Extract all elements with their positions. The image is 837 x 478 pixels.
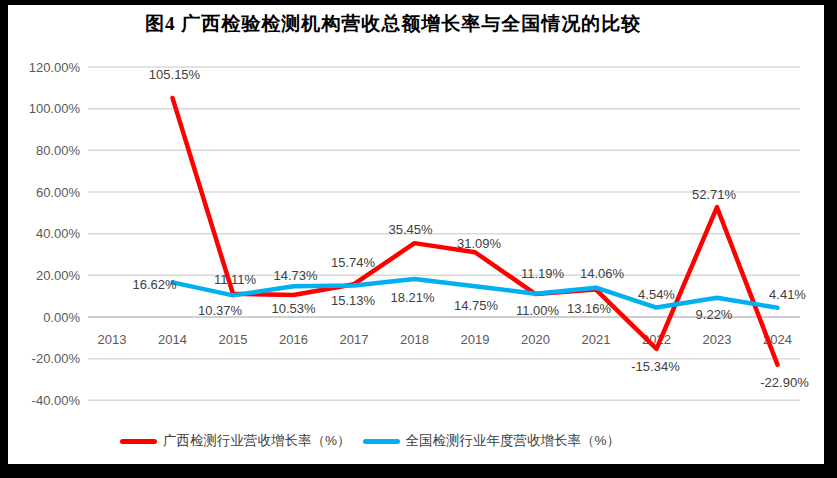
guangxi-series-line [173,98,778,365]
x-axis-tick-label: 2014 [158,332,187,347]
x-axis-tick-label: 2015 [219,332,248,347]
x-axis-tick-label: 2018 [400,332,429,347]
y-axis-tick-label: 60.00% [36,185,81,200]
guangxi-data-label: 15.74% [331,255,376,270]
x-axis-tick-label: 2021 [582,332,611,347]
y-axis-tick-label: 20.00% [36,268,81,283]
x-axis-tick-label: 2017 [340,332,369,347]
legend-label-national: 全国检测行业年度营收增长率（%） [406,432,621,450]
national-line-swatch [363,439,400,444]
national-data-label: 14.06% [580,266,625,281]
guangxi-data-label: -15.34% [631,359,680,374]
guangxi-data-label: 52.71% [692,187,737,202]
x-axis-tick-label: 2013 [98,332,127,347]
guangxi-data-label: 11.11% [214,272,257,287]
chart-title: 图4 广西检验检测机构营收总额增长率与全国情况的比较 [0,11,786,37]
chart-legend: 广西检测行业营收增长率（%） 全国检测行业年度营收增长率（%） [0,430,740,452]
y-axis-tick-label: 120.00% [29,60,81,75]
national-data-label: 11.19% [521,266,565,281]
national-data-label: 18.21% [390,290,435,305]
y-axis-tick-label: 40.00% [36,226,81,241]
guangxi-data-label: 11.00% [516,303,560,318]
y-axis-tick-label: 100.00% [29,101,81,116]
guangxi-data-label: 105.15% [149,67,201,82]
national-data-label: 14.73% [273,268,318,283]
national-data-label: 15.13% [331,293,376,308]
x-axis-tick-label: 2023 [703,332,732,347]
national-data-label: 16.62% [132,277,177,292]
guangxi-data-label: 31.09% [457,236,502,251]
chart-canvas: 120.00% 100.00% 80.00% 60.00% 40.00% 20.00% 0.… [0,0,837,478]
legend-item-national: 全国检测行业年度营收增长率（%） [363,432,621,450]
y-axis-tick-label: -40.00% [32,393,81,408]
national-data-label: 4.41% [769,287,806,302]
national-data-label: 9.22% [696,307,733,322]
legend-label-guangxi: 广西检测行业营收增长率（%） [163,432,351,450]
national-data-label: 4.54% [638,287,675,302]
guangxi-data-label: 10.53% [271,301,316,316]
y-axis-tick-label: -20.00% [32,351,81,366]
x-axis-tick-label: 2019 [461,332,490,347]
x-axis-tick-label: 2020 [521,332,550,347]
y-axis-tick-label: 0.00% [43,310,80,325]
x-axis-tick-label: 2016 [279,332,308,347]
guangxi-data-label: 13.16% [567,301,612,316]
guangxi-data-label: 35.45% [388,222,433,237]
legend-item-guangxi: 广西检测行业营收增长率（%） [120,432,351,450]
y-axis-tick-label: 80.00% [36,143,81,158]
guangxi-data-label: -22.90% [760,375,809,390]
national-data-label: 14.75% [454,298,499,313]
guangxi-line-swatch [120,439,157,444]
national-data-label: 10.37% [198,303,243,318]
chart-figure: 图4 广西检验检测机构营收总额增长率与全国情况的比较 120.00% 100.00… [0,0,837,478]
